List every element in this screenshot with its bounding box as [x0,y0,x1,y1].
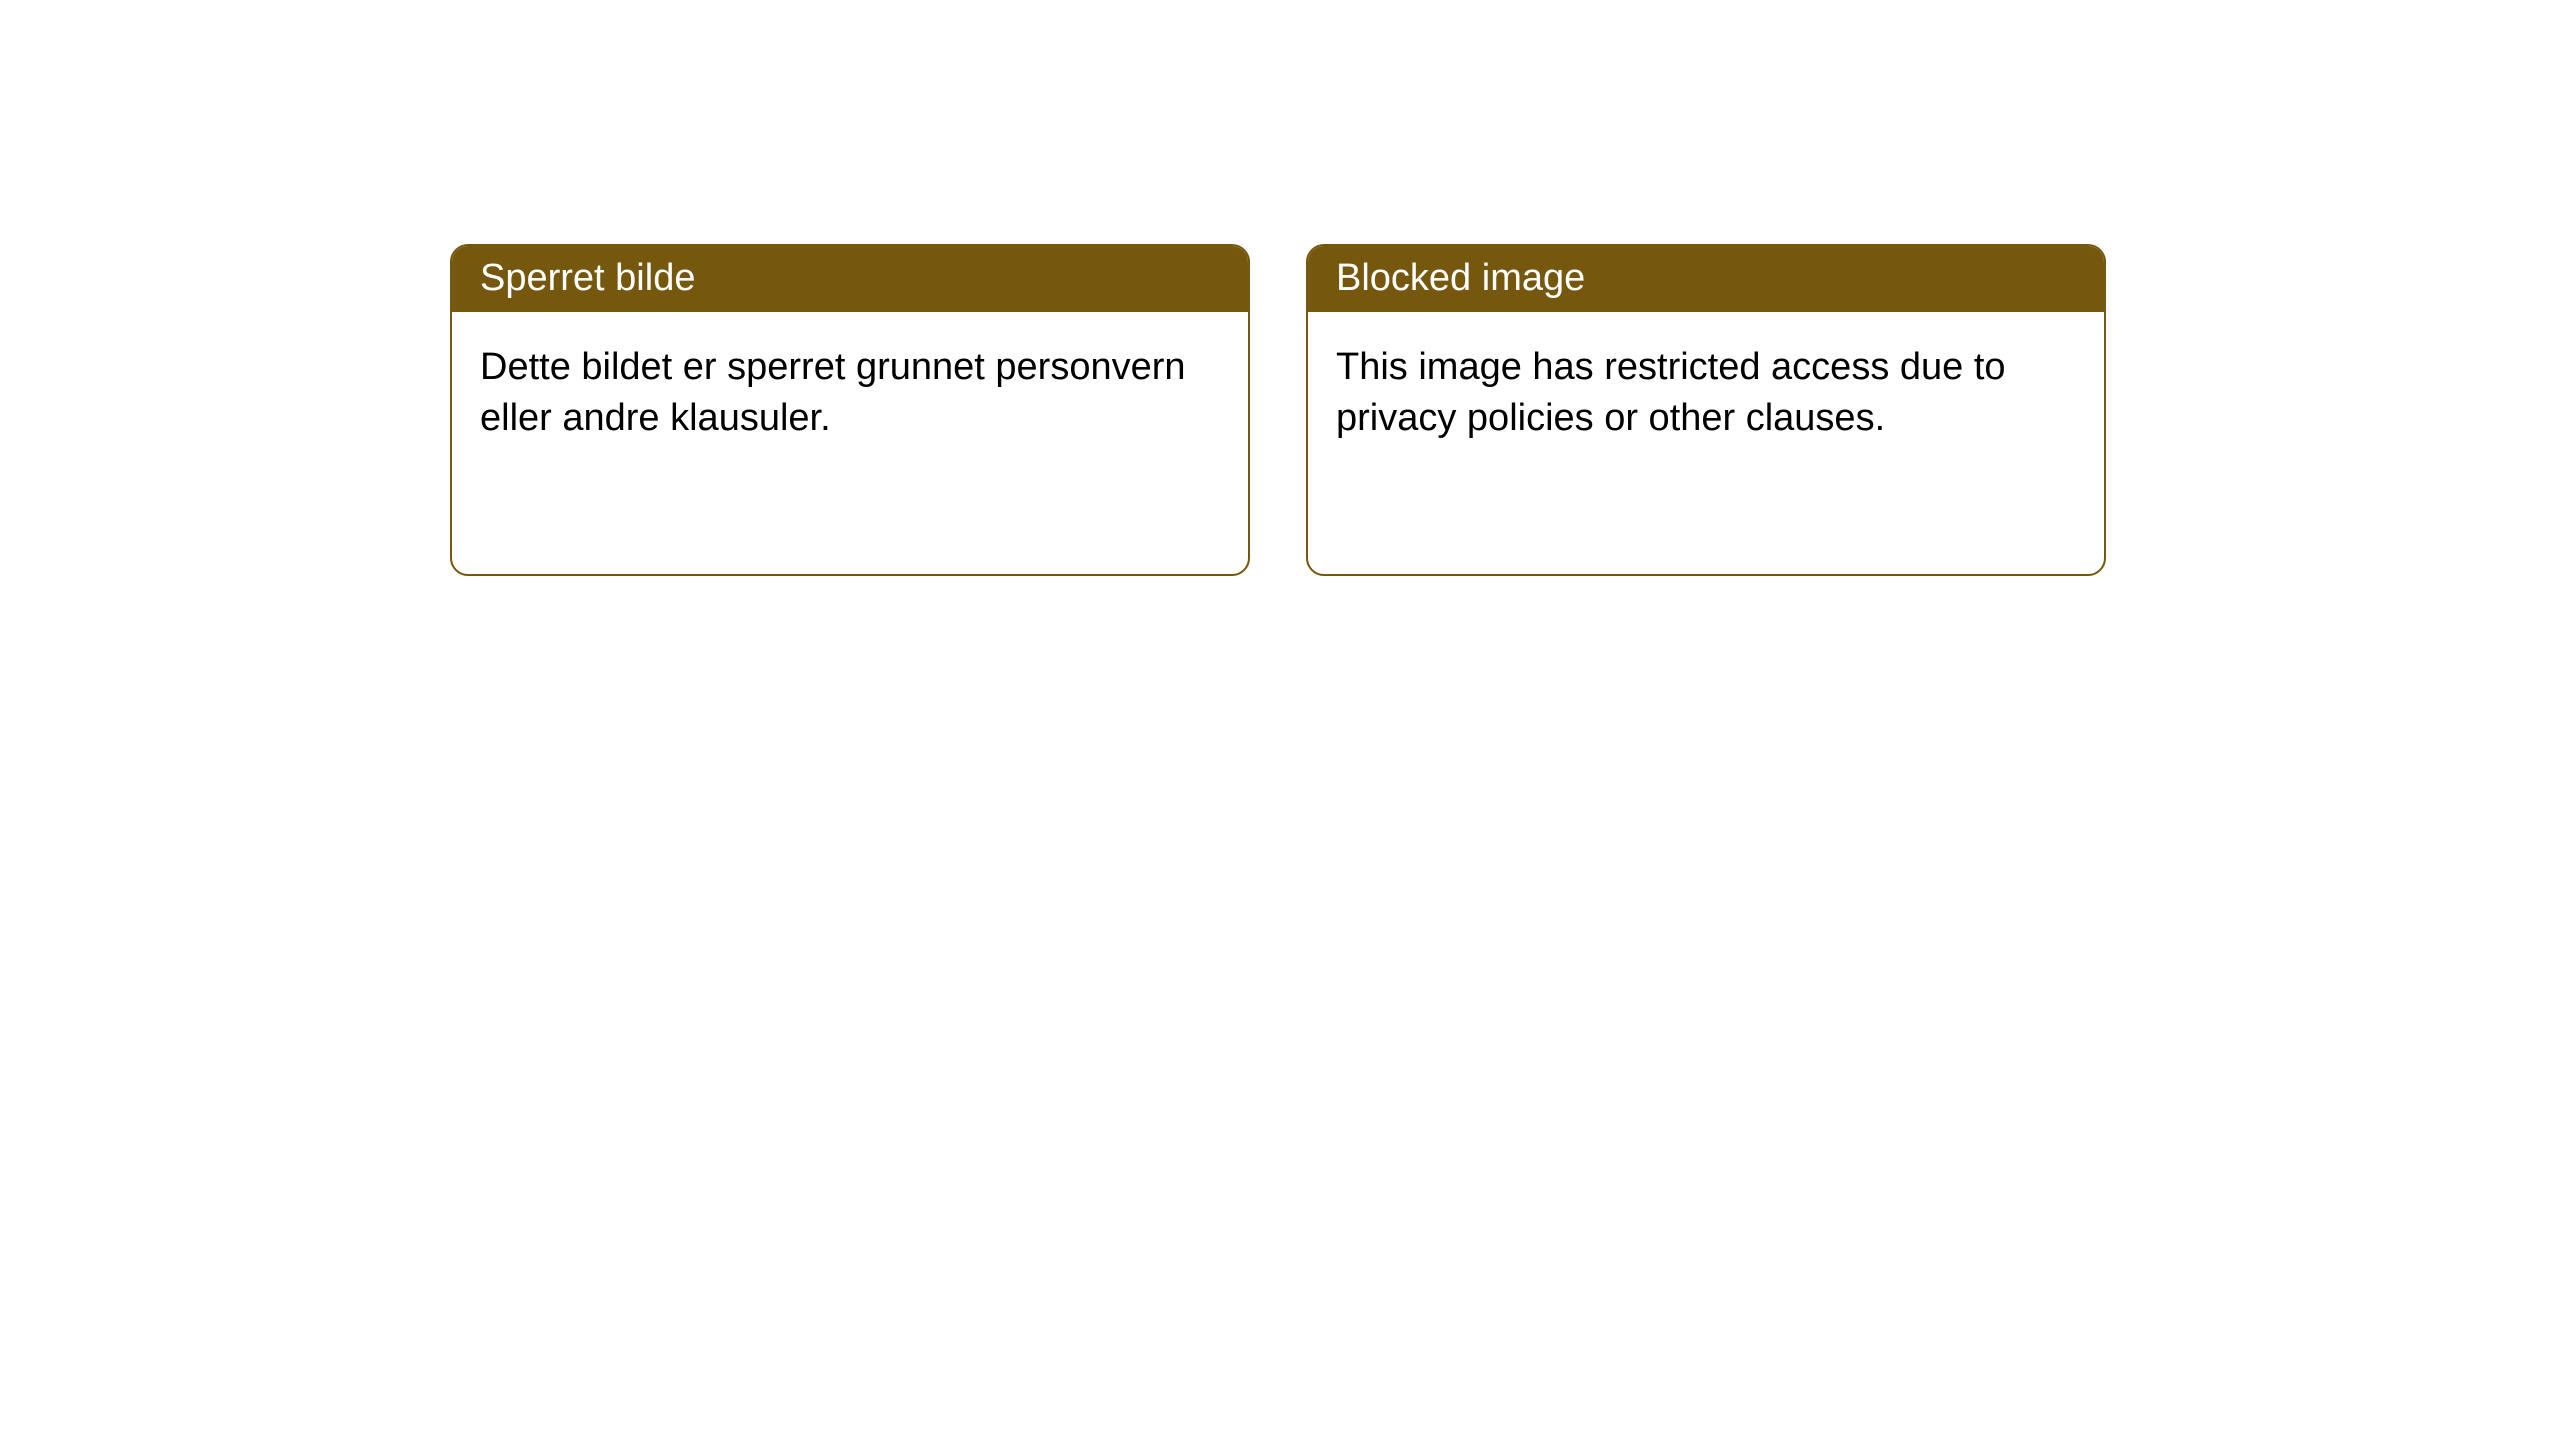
blocked-image-card-no: Sperret bilde Dette bildet er sperret gr… [450,244,1250,576]
card-message-en: This image has restricted access due to … [1336,346,2006,439]
card-header-no: Sperret bilde [452,246,1248,312]
card-message-no: Dette bildet er sperret grunnet personve… [480,346,1186,439]
blocked-image-card-en: Blocked image This image has restricted … [1306,244,2106,576]
notice-cards-container: Sperret bilde Dette bildet er sperret gr… [450,244,2106,576]
card-body-no: Dette bildet er sperret grunnet personve… [452,312,1248,475]
card-title-no: Sperret bilde [480,257,695,299]
card-header-en: Blocked image [1308,246,2104,312]
card-body-en: This image has restricted access due to … [1308,312,2104,475]
card-title-en: Blocked image [1336,257,1585,299]
